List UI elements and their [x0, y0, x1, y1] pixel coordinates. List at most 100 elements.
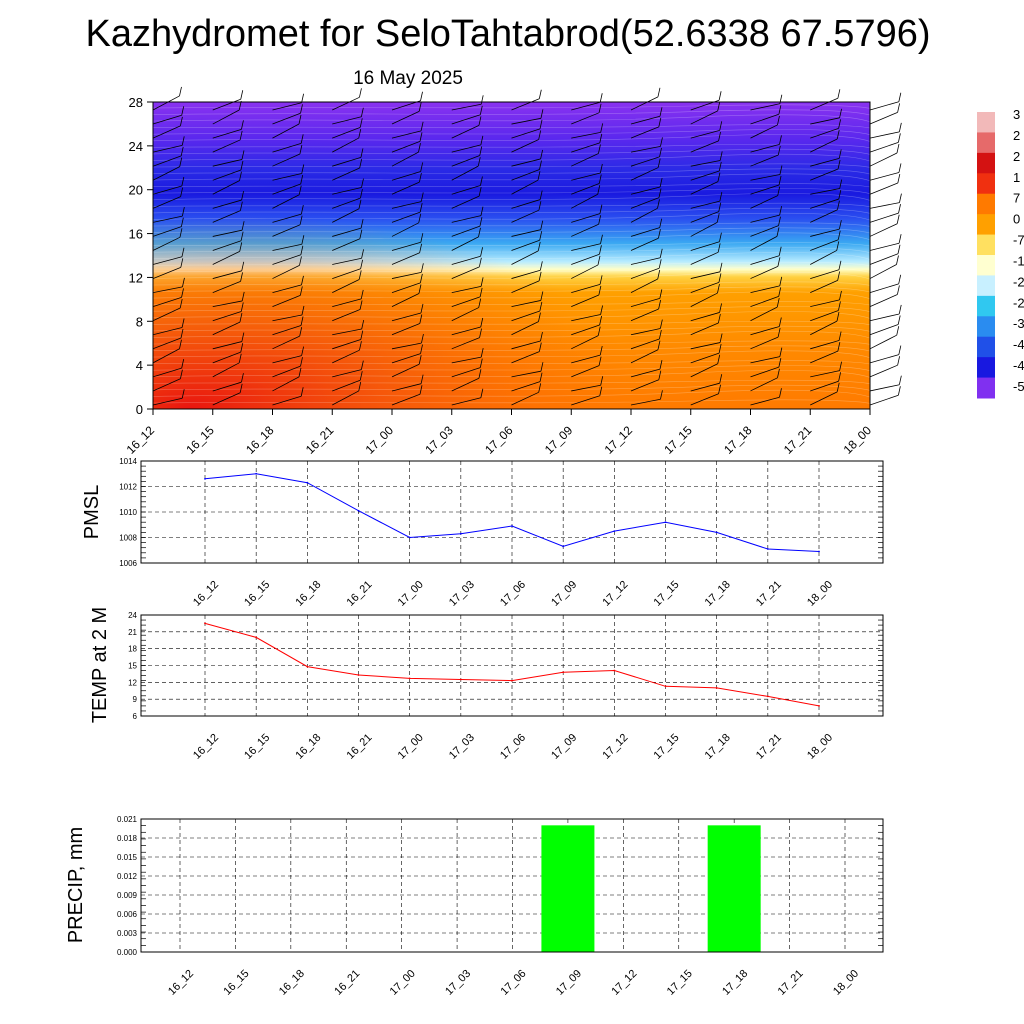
- wind-barb: [451, 125, 480, 139]
- y-tick-label: 1008: [119, 534, 137, 543]
- wind-barb-flag: [419, 203, 423, 213]
- wind-barb: [810, 310, 839, 322]
- wind-barb: [212, 270, 242, 279]
- colorbar-label: 1: [1013, 170, 1020, 185]
- colorbar-swatch: [977, 336, 995, 358]
- wind-barb-flag: [420, 121, 424, 131]
- wind-barb: [750, 377, 778, 392]
- wind-barb-flag: [719, 303, 722, 313]
- wind-barb: [571, 243, 601, 251]
- x-tick-label: 17_18: [720, 968, 750, 998]
- colorbar-swatch: [977, 275, 995, 297]
- wind-barb-flag: [837, 342, 841, 352]
- wind-barb: [451, 236, 479, 251]
- wind-barb: [690, 200, 720, 209]
- contour-line: [152, 301, 871, 306]
- wind-barb-flag: [359, 371, 363, 381]
- wind-barb-flag: [838, 301, 841, 311]
- x-tick-label: 18_00: [841, 423, 875, 457]
- wind-barb-flag: [777, 328, 781, 338]
- wind-barb-flag: [300, 134, 304, 144]
- wind-barb: [451, 165, 479, 181]
- wind-barb-flag: [418, 284, 422, 294]
- wind-barb: [750, 103, 780, 111]
- wind-barb: [332, 157, 362, 167]
- wind-barb: [511, 98, 540, 111]
- x-tick-label: 17_21: [754, 579, 784, 609]
- wind-barb-flag: [180, 187, 184, 197]
- wind-barb-flag: [838, 372, 842, 382]
- wind-barb: [451, 114, 481, 125]
- wind-barb: [272, 365, 301, 378]
- contour-line: [152, 350, 871, 359]
- colorbar: 3 2 2 1 7 0 -7 -1 -2 -2 -3 -4 -4 -5: [977, 107, 1024, 399]
- y-tick-label: 1006: [119, 559, 137, 568]
- wind-barb-flag: [360, 259, 364, 269]
- wind-barb: [272, 183, 301, 195]
- wind-barb-flag: [657, 158, 661, 168]
- wind-barb-flag: [897, 356, 901, 366]
- contour-line: [152, 232, 871, 241]
- wind-barb-flag: [298, 114, 302, 125]
- wind-barb-flag: [359, 300, 363, 310]
- wind-barb: [451, 367, 481, 378]
- x-tick-label: 17_03: [422, 423, 456, 457]
- wind-barb: [869, 141, 899, 153]
- wind-barb: [332, 379, 361, 392]
- wind-barb-flag: [898, 274, 902, 284]
- wind-barb: [630, 328, 661, 336]
- colorbar-label: -7: [1013, 233, 1024, 248]
- wind-barb: [690, 241, 720, 251]
- wind-barb: [451, 285, 482, 294]
- wind-barb: [690, 352, 720, 364]
- wind-barb: [869, 182, 898, 195]
- contour-line: [152, 207, 871, 214]
- wind-barb: [571, 153, 599, 167]
- x-tick-label: 17_15: [652, 732, 682, 762]
- wind-barb: [630, 96, 659, 111]
- x-tick-label: 17_06: [498, 732, 528, 762]
- wind-barb-flag: [598, 144, 601, 154]
- x-tick-label: 17_15: [652, 579, 682, 609]
- pmsl-panel: 1006 1008 1010 1012 1014 16_12 16_15 16_18 16_21…: [81, 457, 884, 609]
- temp-panel: 6 9 12 15 18 21 24 16_12 16_15 16_18 16_21 17_00 17_…: [89, 607, 884, 762]
- wind-barb-flag: [897, 285, 900, 295]
- wind-barb-flag: [658, 188, 662, 198]
- wind-barb-flag: [239, 201, 243, 211]
- wind-barb: [511, 179, 539, 195]
- wind-barb-flag: [179, 228, 183, 238]
- wind-barb: [630, 126, 659, 139]
- wind-barb: [630, 308, 659, 322]
- x-tick-label: 16_15: [242, 579, 272, 609]
- wind-barb: [152, 256, 183, 265]
- wind-barb: [272, 295, 301, 308]
- wind-barb-flag: [599, 93, 603, 103]
- wind-barb: [869, 283, 899, 294]
- precip-bar: [707, 825, 761, 952]
- wind-barb: [690, 181, 719, 195]
- wind-barb-flag: [479, 217, 483, 227]
- wind-barb: [869, 131, 900, 139]
- wind-barb-flag: [538, 201, 542, 211]
- y-tick-label: 8: [136, 314, 143, 329]
- wind-barb-flag: [658, 299, 662, 310]
- wind-barb: [750, 285, 780, 294]
- wind-barb: [810, 320, 838, 336]
- x-tick-label: 17_12: [602, 423, 636, 457]
- y-tick-label: 21: [128, 628, 137, 637]
- wind-barb-flag: [777, 115, 780, 126]
- wind-barb: [212, 251, 240, 265]
- wind-barb: [212, 321, 241, 336]
- wind-barb-flag: [419, 172, 422, 183]
- colorbar-swatch: [977, 234, 995, 256]
- wind-barb-flag: [836, 312, 840, 322]
- wind-barb: [272, 213, 302, 223]
- wind-barb: [451, 326, 481, 336]
- wind-barb: [750, 356, 780, 364]
- wind-barb: [511, 391, 539, 406]
- y-axis-label: PRECIP, mm: [65, 827, 87, 943]
- wind-barb-flag: [181, 176, 185, 187]
- wind-barb: [511, 128, 541, 139]
- colorbar-label: -4: [1013, 358, 1024, 373]
- wind-barb: [451, 103, 482, 111]
